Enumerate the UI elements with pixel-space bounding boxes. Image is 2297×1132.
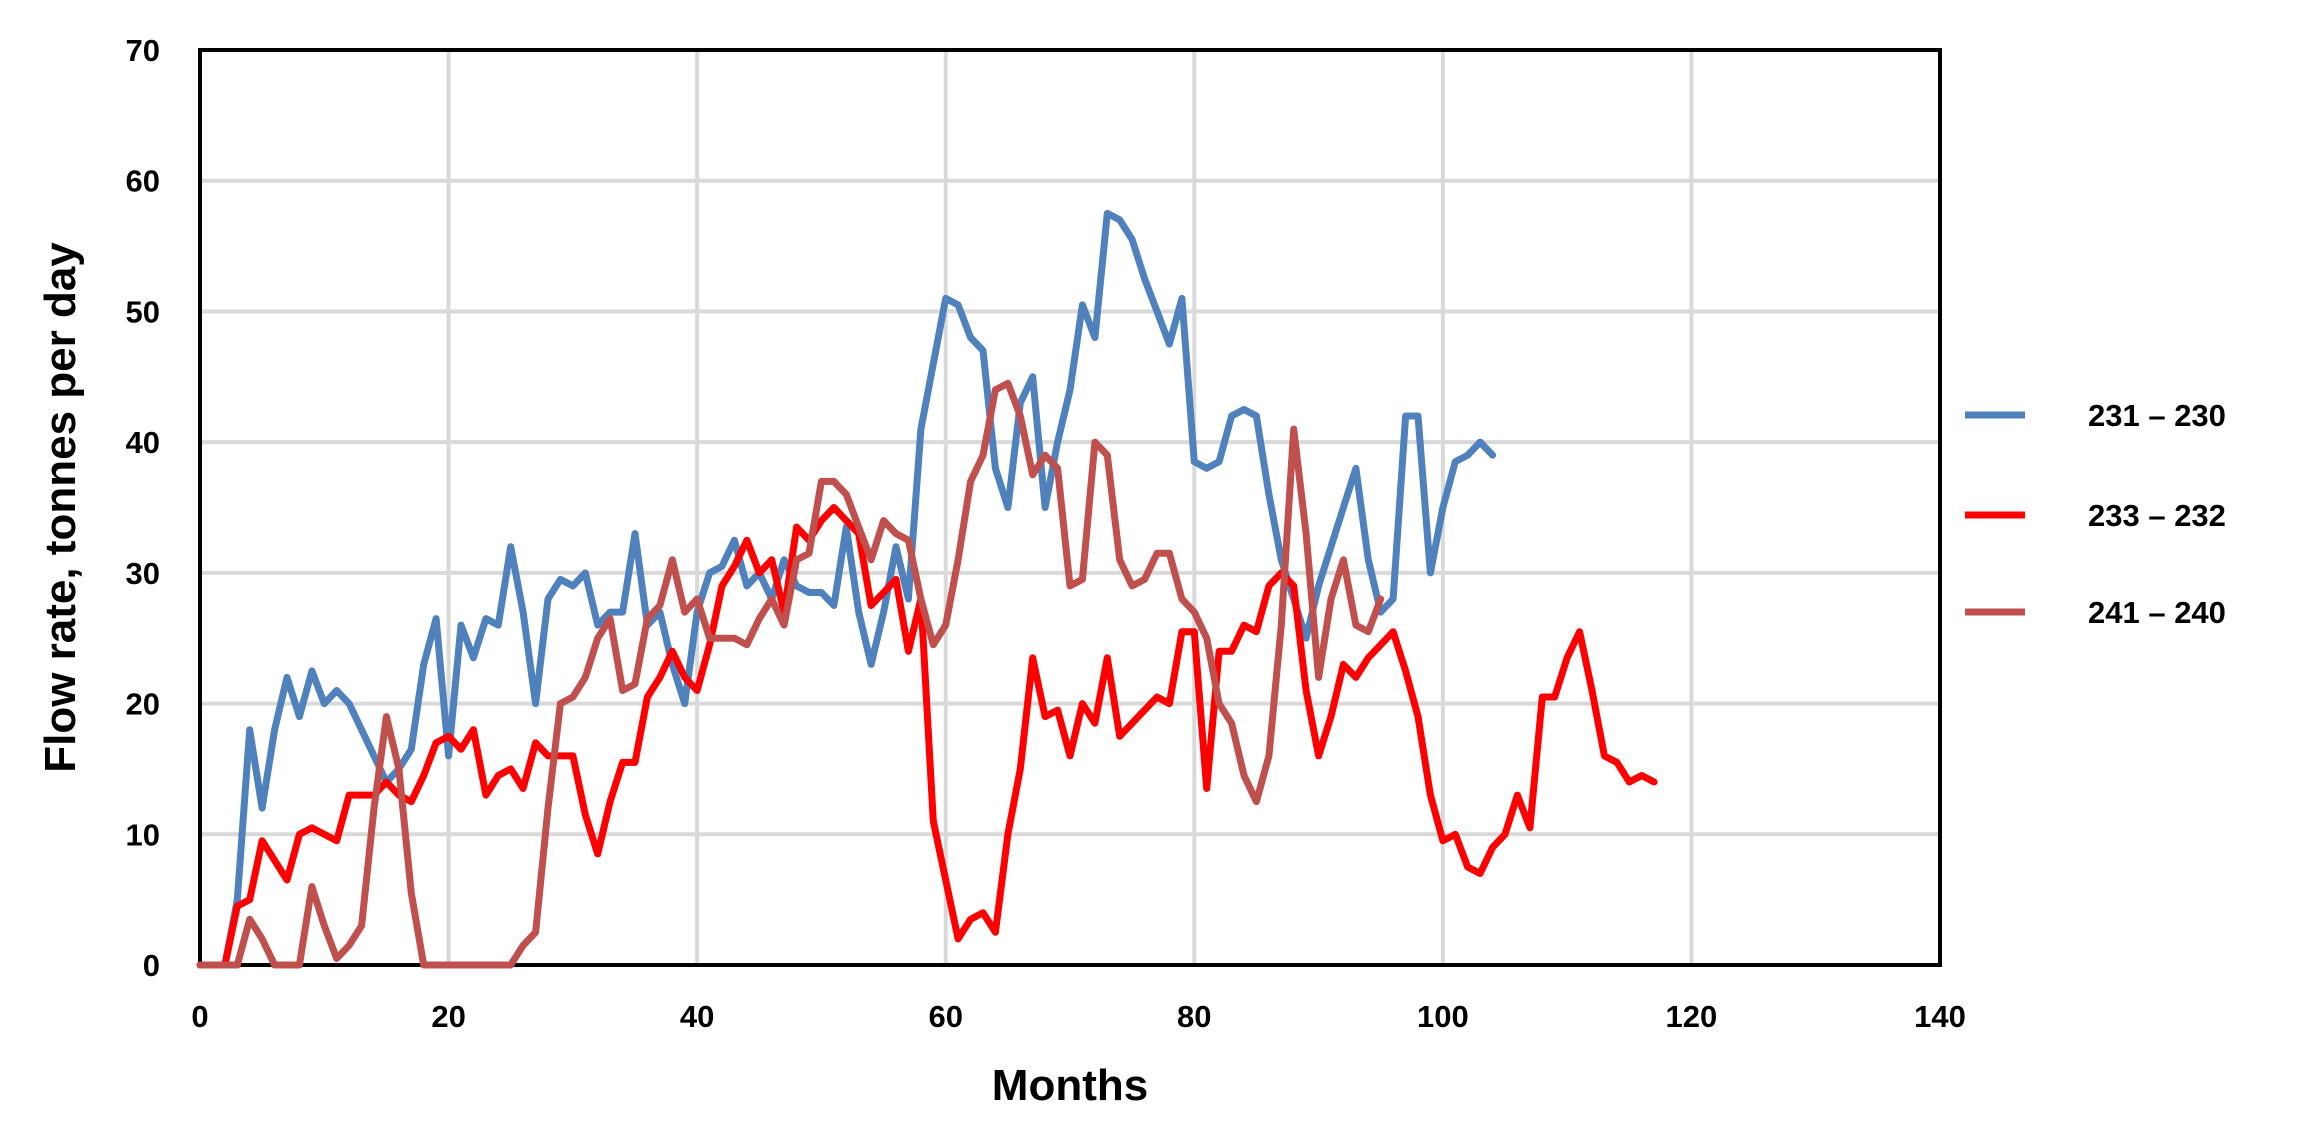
series-line-2 xyxy=(196,504,1658,969)
legend: 231 – 230 233 – 232 241 – 240 xyxy=(1965,398,2226,630)
y-tick-label: 50 xyxy=(126,294,160,329)
x-tick-label: 140 xyxy=(1914,999,1966,1034)
series-line-3 xyxy=(196,379,1385,969)
legend-label-3: 241 – 240 xyxy=(2088,595,2226,630)
y-tick-label: 70 xyxy=(126,33,160,68)
x-tick-label: 120 xyxy=(1666,999,1718,1034)
x-axis-title: Months xyxy=(992,1061,1148,1110)
x-axis-tick-labels: 0 20 40 60 80 100 120 140 xyxy=(191,999,1965,1034)
x-tick-label: 20 xyxy=(431,999,465,1034)
legend-label-1: 231 – 230 xyxy=(2088,398,2226,433)
x-tick-label: 0 xyxy=(191,999,208,1034)
x-tick-label: 40 xyxy=(680,999,714,1034)
y-tick-label: 0 xyxy=(143,948,160,983)
legend-label-2: 233 – 232 xyxy=(2088,498,2226,533)
series-lines xyxy=(196,209,1658,969)
y-tick-label: 20 xyxy=(126,687,160,722)
series-line-1 xyxy=(196,209,1497,969)
y-axis-title: Flow rate, tonnes per day xyxy=(36,242,85,773)
gridlines xyxy=(198,48,1942,967)
plot-area-frame xyxy=(198,48,1942,967)
y-tick-label: 40 xyxy=(126,425,160,460)
y-axis-tick-labels: 0 10 20 30 40 50 60 70 xyxy=(126,33,160,983)
y-tick-label: 10 xyxy=(126,817,160,852)
y-tick-label: 60 xyxy=(126,164,160,199)
y-tick-label: 30 xyxy=(126,556,160,591)
x-tick-label: 100 xyxy=(1417,999,1469,1034)
x-tick-label: 60 xyxy=(928,999,962,1034)
x-tick-label: 80 xyxy=(1177,999,1211,1034)
